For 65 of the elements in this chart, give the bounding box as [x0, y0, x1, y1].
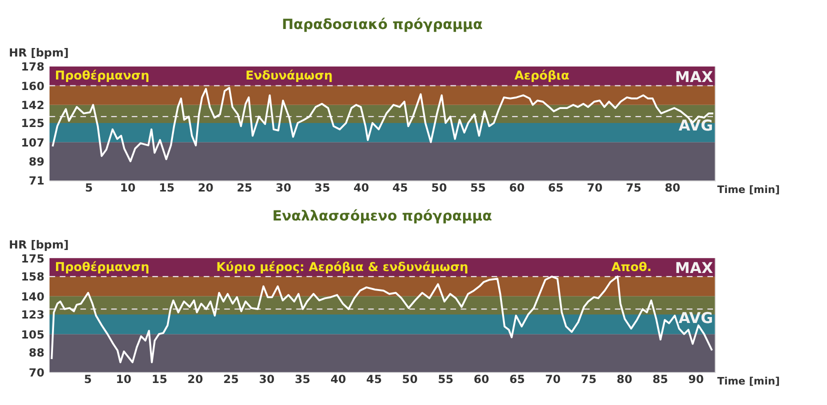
x-tick-label: 75: [626, 181, 642, 194]
line-series: [50, 276, 713, 364]
y-tick-label: 71: [28, 174, 45, 188]
x-tick-label: 80: [664, 181, 681, 194]
y-tick-label: 160: [20, 80, 45, 93]
y-tick-label: 88: [28, 346, 45, 360]
x-tick-label: 5: [85, 181, 94, 194]
x-tick-label: 5: [84, 372, 92, 386]
x-tick-label: 10: [120, 181, 136, 194]
annotation: Προθέρμανση: [54, 260, 150, 274]
ref-line-label: MAX: [675, 68, 714, 86]
x-tick-label: 10: [116, 372, 132, 386]
annotation: Ενδυνάμωση: [245, 68, 333, 83]
x-tick-label: 65: [548, 181, 564, 194]
x-tick-label: 15: [158, 181, 175, 194]
annotation: Αερόβια: [514, 68, 570, 83]
chart-title: Παραδοσιακό πρόγραμμα: [282, 17, 483, 34]
x-tick-label: 70: [545, 372, 561, 386]
x-tick-label: 75: [580, 372, 597, 386]
x-tick-label: 60: [509, 181, 525, 194]
x-axis-title: Time [min]: [717, 376, 780, 388]
x-tick-label: 50: [431, 181, 448, 194]
ref-line-label: AVG: [678, 309, 713, 328]
x-tick-label: 80: [616, 372, 632, 386]
ref-line-label: AVG: [678, 116, 713, 135]
x-tick-label: 40: [330, 372, 346, 386]
annotation: Προθέρμανση: [54, 68, 150, 83]
annotation: Αποθ.: [611, 260, 652, 274]
y-tick-label: 123: [20, 308, 44, 322]
x-tick-label: 40: [353, 181, 370, 194]
x-tick-label: 20: [187, 372, 204, 386]
x-tick-label: 60: [474, 372, 490, 386]
y-axis-title: HR [bpm]: [8, 46, 69, 60]
x-tick-label: 20: [198, 181, 214, 194]
x-tick-label: 35: [314, 181, 330, 194]
y-tick-label: 107: [20, 136, 44, 150]
x-tick-label: 30: [258, 372, 275, 386]
x-tick-label: 30: [276, 181, 292, 194]
annotation: Κύριο μέρος: Αερόβια & ενδυνάμωση: [216, 260, 468, 274]
x-tick-label: 50: [402, 372, 418, 386]
chart-title: Εναλλασσόμενο πρόγραμμα: [272, 208, 492, 225]
x-tick-label: 90: [688, 372, 704, 386]
x-tick-label: 15: [152, 372, 168, 386]
y-tick-label: 89: [28, 156, 45, 169]
y-tick-label: 125: [20, 117, 45, 130]
line-series: [52, 86, 714, 162]
x-tick-label: 45: [366, 372, 382, 386]
x-tick-label: 25: [223, 372, 239, 386]
y-axis-title: HR [bpm]: [8, 238, 69, 252]
x-tick-label: 45: [392, 181, 408, 194]
y-tick-label: 140: [20, 290, 45, 304]
x-axis-title: Time [min]: [717, 184, 780, 196]
x-tick-label: 35: [294, 372, 311, 386]
y-tick-label: 105: [20, 328, 45, 342]
x-tick-label: 55: [470, 181, 486, 194]
y-tick-label: 175: [20, 252, 45, 266]
ref-line-label: MAX: [675, 258, 714, 277]
x-tick-label: 85: [652, 372, 668, 386]
x-tick-label: 55: [438, 372, 454, 386]
x-tick-label: 25: [236, 181, 253, 194]
x-tick-label: 65: [509, 372, 526, 386]
y-tick-label: 142: [20, 99, 44, 112]
x-tick-label: 70: [586, 181, 603, 194]
y-tick-label: 158: [20, 270, 45, 284]
y-tick-label: 178: [20, 60, 45, 74]
